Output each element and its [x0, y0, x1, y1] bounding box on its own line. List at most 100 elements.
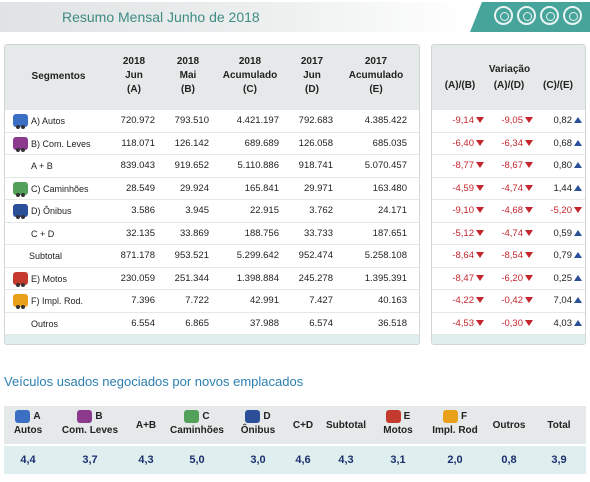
variation-cell: -8,47: [436, 268, 484, 290]
variation-row: -8,77 -8,67 0,80: [432, 154, 585, 176]
variation-cell: 7,04: [534, 290, 582, 312]
value-cell: 251.344: [174, 272, 209, 284]
variation-value: -9,05: [501, 115, 523, 126]
used-column-letter: E: [403, 411, 411, 423]
variation-cell: -4,68: [485, 200, 533, 222]
value-cell: 3.945: [185, 205, 209, 216]
variation-cell: -8,55: [436, 335, 484, 344]
value-cell: 33.869: [179, 227, 209, 239]
column-header: 2018 Mai (B): [163, 55, 213, 97]
total-value-cell: 6.779.505: [217, 335, 279, 344]
arrow-up-icon: [574, 297, 582, 304]
arrow-up-icon: [574, 274, 582, 281]
bus-icon: [245, 410, 261, 423]
value-cell: 792.683: [298, 115, 333, 126]
used-value: 5,0: [189, 454, 205, 466]
header: Resumo Mensal Junho de 2018: [0, 0, 590, 34]
variation-row: -4,53 -0,30 4,03: [432, 311, 585, 335]
van-icon: [77, 410, 93, 423]
variation-value: -8,67: [501, 160, 523, 171]
value-cell: 7.427: [309, 295, 333, 306]
variation-cell: -7,97: [485, 335, 533, 344]
motorcycle-icon: [385, 410, 401, 423]
variation-value: 1,44: [553, 182, 573, 194]
segment-label: B) Com. Leves: [31, 138, 91, 149]
value-cell: 7.396: [131, 295, 155, 306]
column-header-line: 2018: [176, 56, 200, 67]
arrow-down-icon: [525, 117, 533, 124]
wheel-icon: [494, 6, 513, 25]
variation-row: -8,64 -8,54 0,79: [432, 244, 585, 266]
variation-row: -5,12 -4,74 0,59: [432, 221, 585, 244]
arrow-up-icon: [574, 252, 582, 259]
variation-cell: 0,79: [534, 245, 582, 267]
arrow-down-icon: [525, 319, 533, 326]
used-column-letter: C: [202, 411, 210, 423]
used-column-top: A: [4, 410, 52, 423]
arrow-down-icon: [525, 274, 533, 281]
used-column-top: E: [372, 410, 424, 423]
column-header-line: (B): [181, 84, 195, 95]
variation-value: 0,68: [553, 137, 573, 149]
variation-value: -6,20: [501, 272, 523, 284]
column-header-line: (C): [243, 84, 257, 95]
used-value: 3,0: [250, 454, 266, 466]
used-column-header: A+B: [128, 418, 164, 431]
used-vehicles-values: 4,4 3,7 4,3 5,0 3,0 4,6 4,3 3,1 2,0 0,8 3,9: [4, 446, 586, 474]
variation-value: -0,42: [501, 295, 523, 306]
used-column-header: C+D: [286, 418, 320, 431]
arrow-down-icon: [476, 274, 484, 281]
arrow-up-icon: [574, 139, 582, 146]
used-column-header: C Caminhões: [164, 410, 230, 436]
arrow-down-icon: [476, 207, 484, 214]
variation-value: -5,12: [452, 227, 474, 239]
variation-cell: -5,20: [534, 200, 582, 222]
column-header-line: Mai: [179, 70, 197, 81]
used-column-label: Subtotal: [326, 420, 366, 431]
used-column-header: D Ônibus: [230, 410, 286, 436]
total-value-cell: 1.115.187: [109, 335, 155, 344]
variation-cell: -0,30: [485, 313, 533, 335]
table-row: C) Caminhões 28.549 29.924 165.841 29.971 163…: [5, 176, 419, 199]
used-value: 3,7: [82, 454, 98, 466]
arrow-down-icon: [476, 162, 484, 169]
arrow-down-icon: [525, 207, 533, 214]
table-row: Outros 6.554 6.865 37.988 6.574 36.518: [5, 311, 419, 334]
value-cell: 40.163: [377, 295, 407, 306]
used-column-label: Com. Leves: [61, 425, 119, 436]
variation-cell: 0,82: [534, 110, 582, 132]
used-column-letter: F: [460, 411, 468, 423]
variation-value: -4,68: [501, 205, 523, 216]
used-vehicles-table: A Autos B Com. Leves A+B C Caminhões D Ônibus C+D…: [4, 406, 586, 476]
variation-cell: -9,05: [485, 110, 533, 132]
value-cell: 3.586: [131, 205, 155, 216]
summary-table: Segmentos 2018 Jun (A) 2018 Mai (B) 2018 Acumul…: [4, 44, 420, 345]
used-column-header: Total: [532, 418, 586, 431]
used-column-label: C+D: [292, 420, 314, 431]
variation-row: -9,14 -9,05 0,82: [432, 109, 585, 131]
variation-table: Variação (A)/(B) (A)/(D) (C)/(E) -9,14 -9,0…: [431, 44, 586, 345]
variation-cell: 0,25: [534, 268, 582, 290]
variation-cell: -4,53: [436, 313, 484, 335]
value-cell: 29.924: [179, 182, 209, 194]
variation-cell: 0,73: [534, 335, 582, 344]
variation-value: -4,74: [501, 227, 523, 239]
variation-cell: -8,67: [485, 155, 533, 177]
value-cell: 37.988: [249, 317, 279, 329]
segment-label: F) Impl. Rod.: [31, 296, 84, 306]
used-column-label: Total: [547, 420, 571, 431]
used-column-header: Outros: [486, 418, 532, 431]
segment-label: D) Ônibus: [31, 206, 72, 216]
table-row: Subtotal 871.178 953.521 5.299.642 952.474 5.…: [5, 244, 419, 266]
used-column-letter: B: [95, 411, 103, 423]
value-cell: 1.398.884: [236, 272, 279, 284]
value-cell: 7.722: [185, 295, 209, 306]
arrow-up-icon: [574, 117, 582, 124]
variation-value: -6,34: [501, 137, 523, 149]
value-cell: 720.972: [120, 115, 155, 126]
arrow-up-icon: [574, 162, 582, 169]
value-cell: 4.421.197: [236, 115, 279, 126]
truck-icon: [13, 181, 28, 197]
variation-cell: -8,77: [436, 155, 484, 177]
table-row: C + D 32.135 33.869 188.756 33.733 187.651: [5, 221, 419, 244]
